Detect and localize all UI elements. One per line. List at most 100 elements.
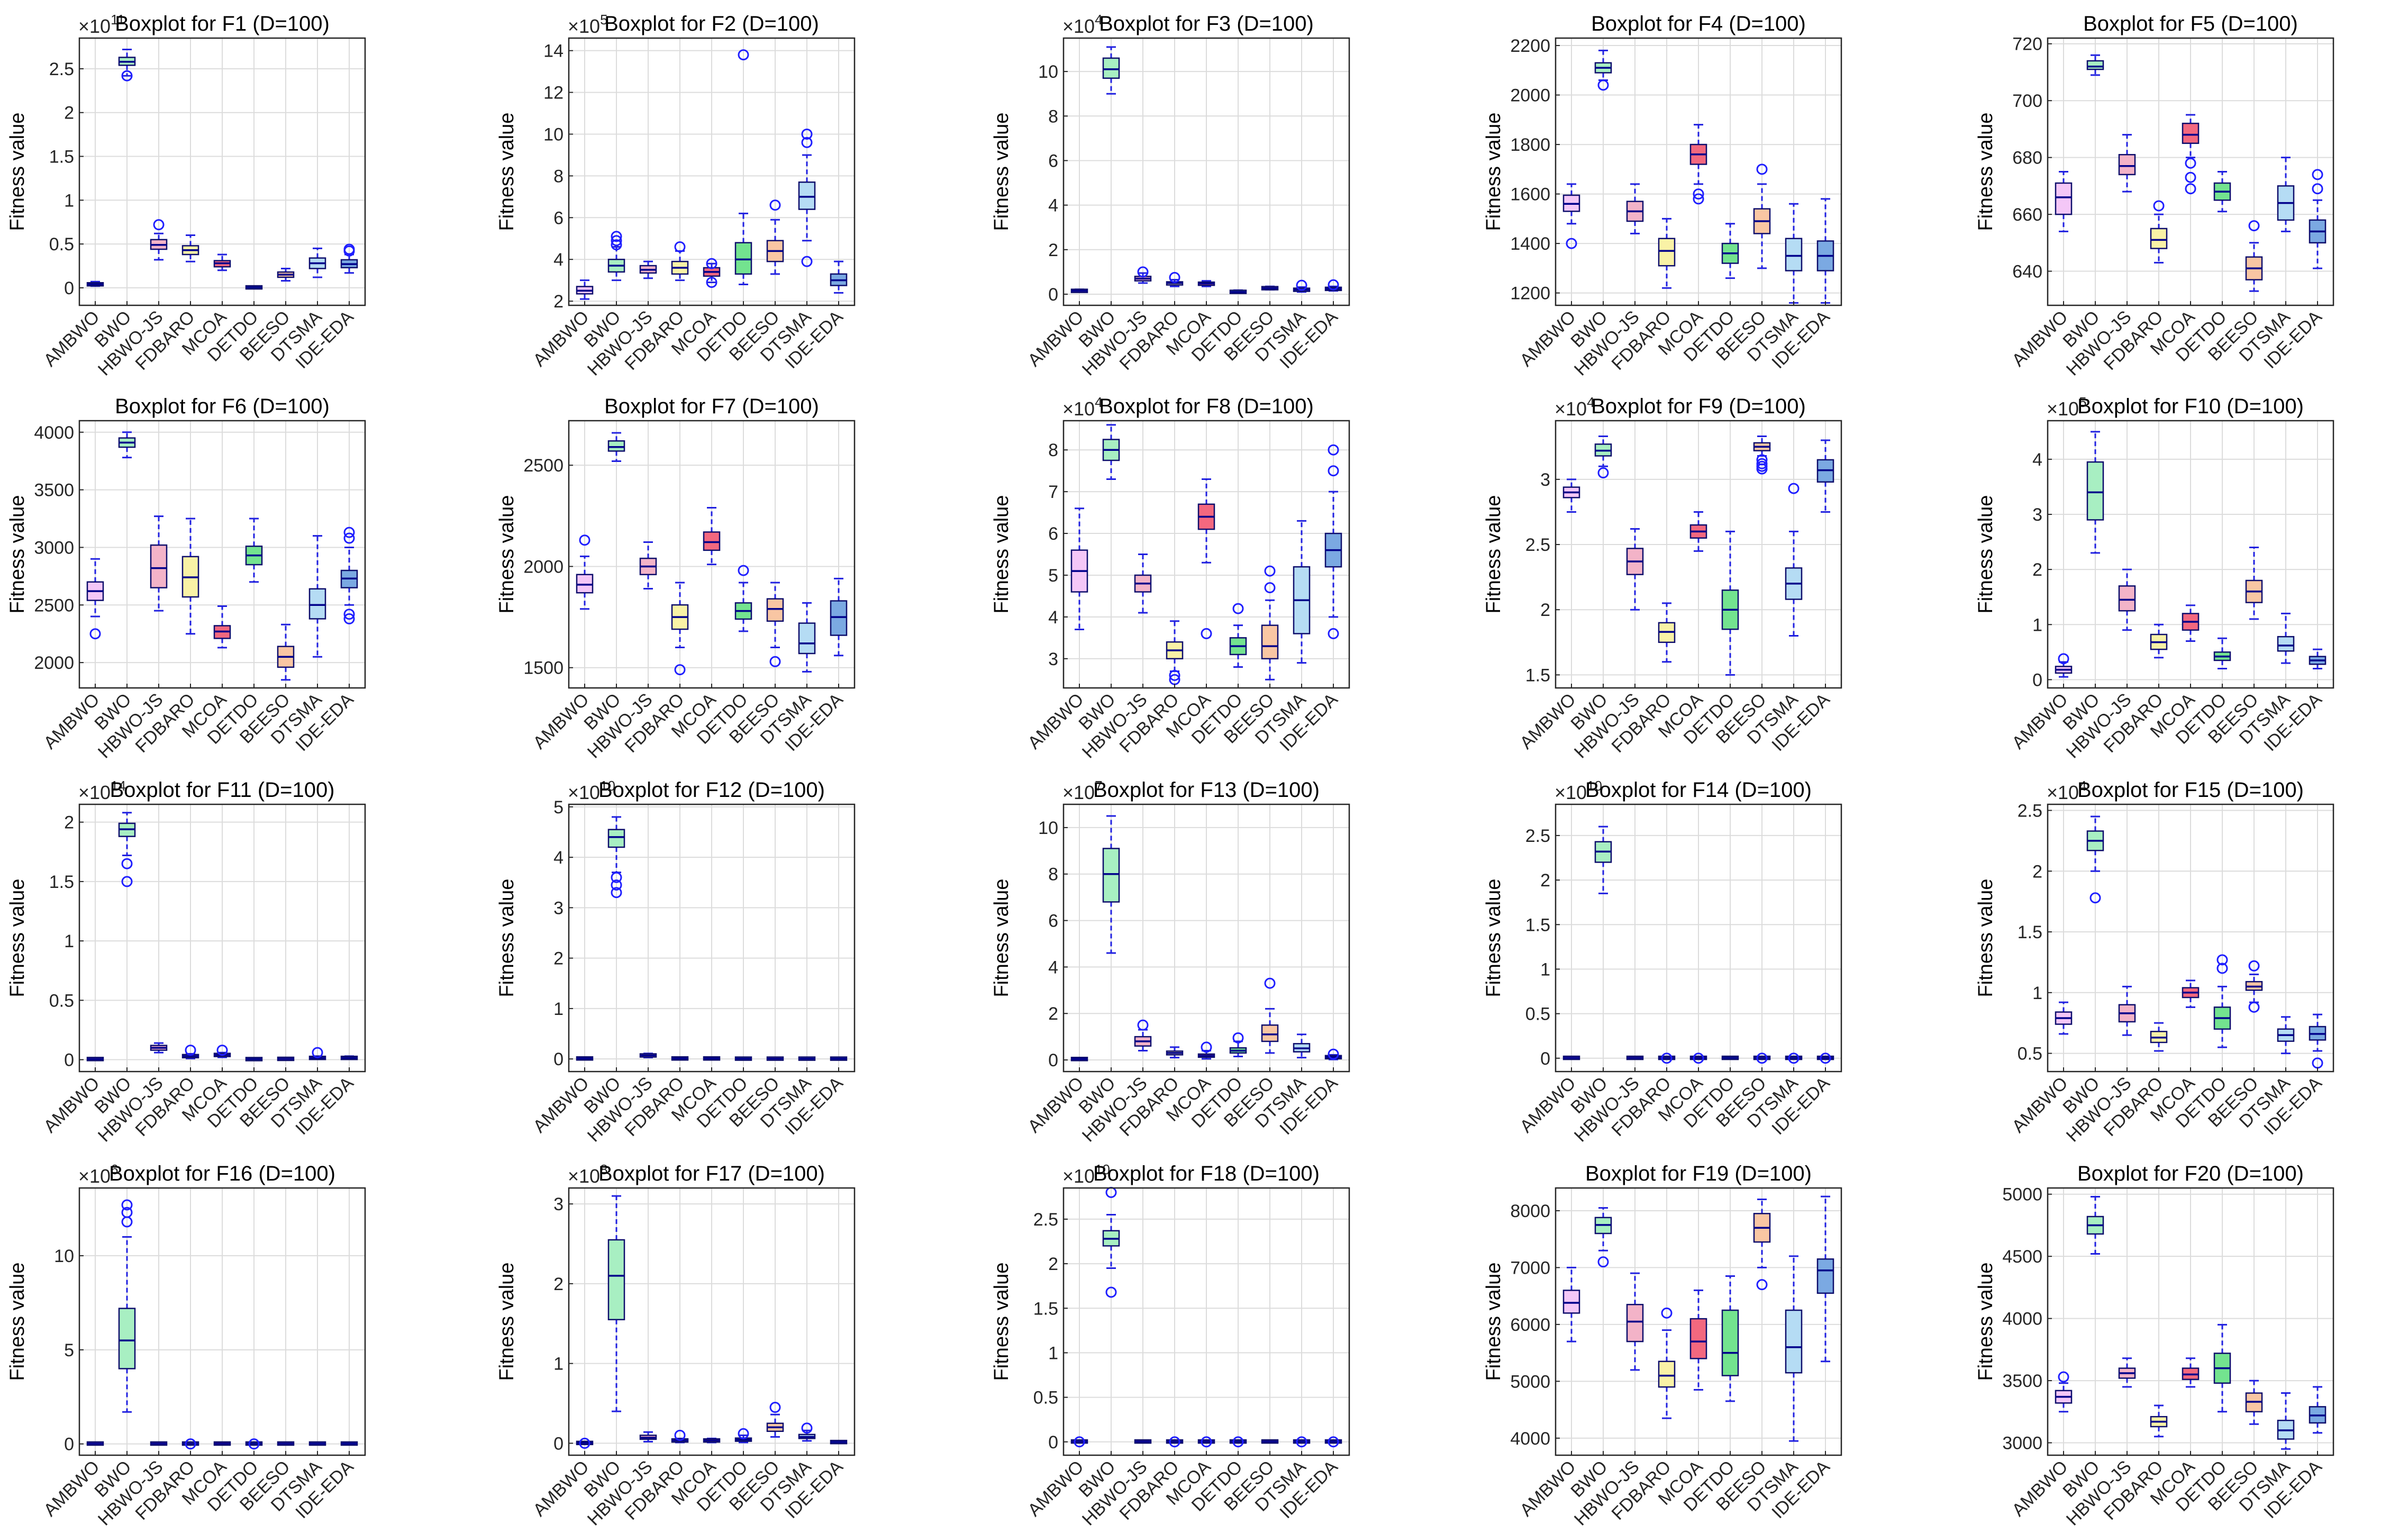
box-DETDO xyxy=(245,1438,263,1450)
outlier-point xyxy=(801,137,813,148)
box-FDBARO xyxy=(2150,200,2168,264)
outlier-point xyxy=(121,70,133,81)
box-DETDO xyxy=(2213,1323,2231,1413)
y-axis-label: Fitness value xyxy=(496,1263,518,1381)
box-iqr xyxy=(1658,1360,1676,1388)
box-DETDO xyxy=(1721,530,1739,676)
outlier-point xyxy=(1328,279,1339,291)
box-AMBWO xyxy=(1562,1266,1580,1342)
outlier-point xyxy=(343,243,355,255)
box-iqr xyxy=(576,574,594,594)
outlier-point xyxy=(611,235,622,247)
y-tick-label: 2 xyxy=(1540,600,1550,620)
y-axis-label: Fitness value xyxy=(991,495,1013,614)
y-tick-label: 2 xyxy=(553,949,564,969)
outlier-point xyxy=(1232,603,1244,614)
y-tick-label: 2000 xyxy=(1510,86,1550,106)
box-AMBWO xyxy=(1070,507,1088,631)
box-iqr xyxy=(1816,1258,1834,1294)
outlier-point xyxy=(1328,1436,1339,1448)
box-FDBARO xyxy=(2150,1404,2168,1438)
box-IDE-EDA xyxy=(830,260,848,294)
box-DTSMA xyxy=(2277,157,2295,232)
box-AMBWO xyxy=(576,1056,594,1061)
box-DTSMA xyxy=(798,128,816,267)
y-tick-label: 4000 xyxy=(1510,1429,1550,1449)
box-HBWO-JS xyxy=(1626,1055,1644,1060)
y-tick-label: 660 xyxy=(2012,205,2042,225)
y-tick-label: 0 xyxy=(553,1434,564,1454)
box-MCOA xyxy=(2182,979,2200,1008)
box-MCOA xyxy=(213,605,231,649)
chart-title: Boxplot for F18 (D=100) xyxy=(1093,1162,1320,1185)
y-tick-label: 2200 xyxy=(1510,36,1550,56)
outlier-point xyxy=(1693,193,1704,205)
outlier-point xyxy=(1693,188,1704,200)
y-tick-label: 0 xyxy=(64,278,74,298)
chart-title: Boxplot for F8 (D=100) xyxy=(1099,395,1314,418)
y-tick-label: 1500 xyxy=(523,658,564,678)
y-tick-label: 8000 xyxy=(1510,1201,1550,1221)
box-IDE-EDA xyxy=(340,1055,358,1060)
box-AMBWO xyxy=(2055,1001,2073,1035)
box-FDBARO xyxy=(671,1056,689,1061)
y-tick-label: 2 xyxy=(1540,870,1550,891)
box-FDBARO xyxy=(1166,620,1184,685)
box-IDE-EDA xyxy=(1816,439,1834,513)
box-MCOA xyxy=(1689,1289,1707,1391)
box-HBWO-JS xyxy=(1134,1019,1152,1051)
box-BWO xyxy=(2086,54,2104,76)
outlier-point xyxy=(2248,1001,2260,1013)
box-DETDO xyxy=(734,1056,752,1061)
y-tick-label: 3500 xyxy=(2002,1371,2042,1391)
outlier-point xyxy=(1756,1279,1768,1291)
box-BWO xyxy=(2086,815,2104,904)
box-DETDO xyxy=(1229,289,1247,294)
box-BEESO xyxy=(277,1441,295,1446)
outlier-point xyxy=(1201,628,1212,639)
box-BWO xyxy=(118,431,136,459)
y-tick-label: 0 xyxy=(64,1050,74,1071)
box-iqr xyxy=(607,829,625,848)
box-IDE-EDA xyxy=(340,527,358,624)
y-axis-label: Fitness value xyxy=(1483,879,1505,997)
chart-title: Boxplot for F16 (D=100) xyxy=(109,1162,335,1185)
y-tick-label: 2.5 xyxy=(1525,826,1550,846)
box-BWO xyxy=(2086,431,2104,554)
y-tick-label: 12 xyxy=(543,83,564,103)
outlier-point xyxy=(248,1438,260,1450)
chart-title: Boxplot for F6 (D=100) xyxy=(115,395,330,418)
box-iqr xyxy=(1261,1024,1279,1042)
box-iqr xyxy=(2182,122,2200,144)
box-FDBARO xyxy=(181,1045,199,1059)
box-BEESO xyxy=(2245,1380,2263,1425)
box-iqr xyxy=(2086,461,2104,521)
outlier-point xyxy=(185,1438,196,1450)
y-tick-label: 4 xyxy=(553,848,564,868)
box-IDE-EDA xyxy=(830,1056,848,1061)
box-IDE-EDA xyxy=(1324,279,1342,292)
outlier-point xyxy=(801,256,813,267)
box-FDBARO xyxy=(671,1429,689,1444)
box-BWO xyxy=(1102,815,1120,954)
y-tick-label: 10 xyxy=(543,124,564,144)
y-tick-label: 6 xyxy=(1048,151,1058,171)
outlier-point xyxy=(121,1199,133,1211)
box-DTSMA xyxy=(308,535,326,658)
outlier-point xyxy=(1232,1032,1244,1044)
outlier-point xyxy=(1296,279,1307,291)
box-DTSMA xyxy=(1785,1053,1803,1064)
y-tick-label: 2 xyxy=(2032,560,2042,580)
outlier-point xyxy=(1661,1053,1673,1064)
outlier-point xyxy=(1169,271,1180,283)
box-HBWO-JS xyxy=(2118,1357,2136,1388)
box-iqr xyxy=(830,600,848,636)
box-IDE-EDA xyxy=(1816,1053,1834,1064)
box-IDE-EDA xyxy=(2309,648,2327,670)
box-AMBWO xyxy=(576,534,594,610)
outlier-point xyxy=(2058,1371,2069,1383)
y-tick-label: 2.5 xyxy=(49,59,74,79)
box-BWO xyxy=(1594,49,1612,91)
box-DTSMA xyxy=(1785,483,1803,637)
box-FDBARO xyxy=(2150,1022,2168,1052)
